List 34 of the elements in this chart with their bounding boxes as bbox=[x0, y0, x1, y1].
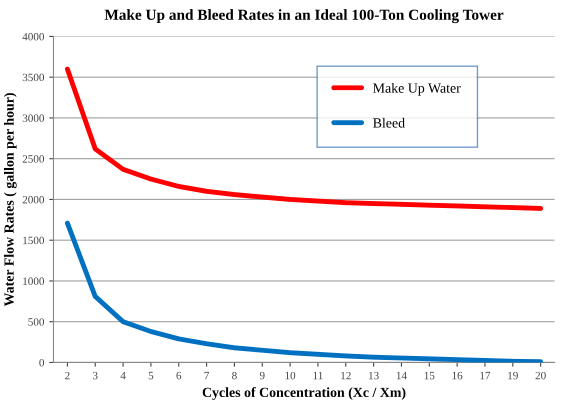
y-tick-label: 2000 bbox=[22, 196, 44, 204]
y-tick-label: 3000 bbox=[22, 114, 44, 122]
y-tick-label: 500 bbox=[28, 318, 44, 326]
x-tick-label: 7 bbox=[204, 372, 210, 380]
x-tick-label: 4 bbox=[120, 372, 126, 380]
y-tick-label: 3500 bbox=[22, 74, 44, 82]
x-tick-label: 20 bbox=[536, 372, 546, 380]
chart-title: Make Up and Bleed Rates in an Ideal 100-Ton Cooling Tower bbox=[104, 9, 504, 24]
x-tick-label: 9 bbox=[260, 372, 265, 380]
x-tick-label: 16 bbox=[452, 372, 462, 380]
x-tick-label: 11 bbox=[314, 372, 323, 380]
x-tick-label: 13 bbox=[369, 372, 379, 380]
y-tick-label: 1500 bbox=[23, 236, 44, 244]
legend-label: Bleed bbox=[373, 118, 405, 128]
x-axis-title: Cycles of Concentration (Xc / Xm) bbox=[202, 387, 406, 400]
x-tick-label: 3 bbox=[92, 372, 98, 380]
y-axis-title: Water Flow Rates ( gallon per hour) bbox=[4, 93, 17, 306]
x-tick-label: 5 bbox=[148, 372, 154, 380]
y-tick-label: 4000 bbox=[22, 32, 44, 40]
y-tick-label: 1000 bbox=[23, 277, 44, 285]
x-tick-label: 8 bbox=[232, 372, 237, 380]
x-tick-label: 6 bbox=[176, 372, 182, 380]
x-tick-label: 19 bbox=[508, 372, 518, 380]
x-tick-label: 17 bbox=[480, 372, 490, 380]
x-tick-label: 2 bbox=[65, 372, 70, 380]
line-series bbox=[64, 66, 544, 211]
x-tick-label: 15 bbox=[424, 372, 434, 380]
line-series bbox=[64, 220, 544, 362]
legend-label: Make Up Water bbox=[373, 82, 461, 96]
x-tick-label: 14 bbox=[396, 372, 407, 380]
x-tick-label: 10 bbox=[286, 372, 296, 380]
x-tick-label: 12 bbox=[341, 372, 351, 380]
y-tick-label: 0 bbox=[39, 358, 44, 366]
y-tick-label: 2500 bbox=[22, 155, 44, 163]
